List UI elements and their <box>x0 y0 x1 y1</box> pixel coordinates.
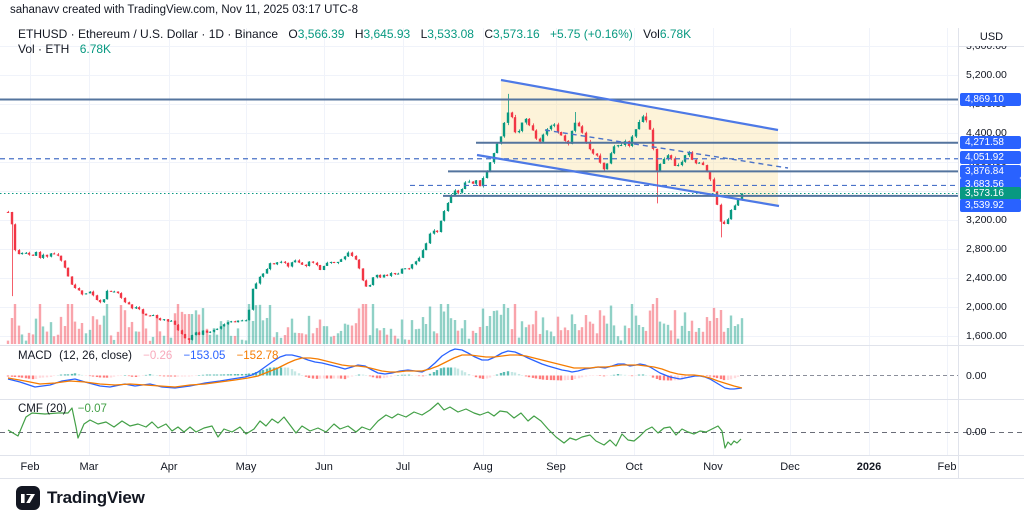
time-axis-label: May <box>235 461 257 473</box>
close-value: 3,573.16 <box>492 27 540 41</box>
volume-label: Vol <box>643 27 660 41</box>
symbol-title[interactable]: ETHUSD · Ethereum / U.S. Dollar · 1D · B… <box>18 27 279 41</box>
price-badge[interactable]: 3,573.16 <box>960 187 1021 200</box>
cmf-value: −0.07 <box>77 403 107 415</box>
time-axis-label: Jun <box>315 461 333 473</box>
price-badge[interactable]: 3,876.84 <box>960 164 1021 178</box>
tradingview-logo-text: TradingView <box>47 488 145 507</box>
currency-label: USD <box>959 28 1024 46</box>
open-value: 3,566.39 <box>297 27 345 41</box>
cmf-legend[interactable]: CMF (20) −0.07 <box>18 403 107 415</box>
indicator-zero-label: 0.00 <box>966 369 987 382</box>
indicator-zero-label: 0.00 <box>966 426 987 438</box>
low-label: L <box>420 27 428 41</box>
time-axis-label: Jul <box>395 461 411 473</box>
macd-params: (12, 26, close) <box>59 350 132 362</box>
watermark: sahanavv created with TradingView.com, N… <box>10 4 358 16</box>
time-axis-label: 2026 <box>856 461 882 473</box>
open-label: O <box>288 27 298 41</box>
time-axis-label: Apr <box>160 461 178 473</box>
price-axis-label: 5,200.00 <box>966 68 1007 81</box>
price-axis-label: 2,400.00 <box>966 272 1007 284</box>
price-badge[interactable]: 4,051.92 <box>960 150 1021 164</box>
price-badge[interactable]: 4,271.58 <box>960 136 1021 149</box>
close-label: C <box>484 27 493 41</box>
change-value: +5.75 (+0.16%) <box>550 27 633 41</box>
time-axis-label: Sep <box>546 461 566 473</box>
tradingview-logo[interactable]: TradingView <box>16 486 145 510</box>
volume-study-label: Vol · ETH <box>18 42 70 56</box>
time-axis-label: Nov <box>703 461 723 473</box>
volume-value: 6.78K <box>659 27 692 41</box>
macd-title[interactable]: MACD <box>18 350 52 362</box>
macd-line-value: −153.05 <box>183 350 226 362</box>
cmf-title[interactable]: CMF (20) <box>18 403 67 415</box>
high-value: 3,645.93 <box>363 27 411 41</box>
tradingview-logo-icon <box>16 486 40 510</box>
macd-signal-value: −152.78 <box>236 350 279 362</box>
time-axis-label: Aug <box>473 461 493 473</box>
price-badge[interactable]: 4,869.10 <box>960 92 1021 106</box>
time-axis-label: Mar <box>79 461 99 473</box>
time-axis-label: Dec <box>780 461 800 473</box>
high-label: H <box>354 27 364 41</box>
time-axis-label: Oct <box>625 461 643 473</box>
low-value: 3,533.08 <box>427 27 474 41</box>
macd-legend[interactable]: MACD (12, 26, close) −0.26 −153.05 −152.… <box>18 350 278 362</box>
price-axis-label: 2,800.00 <box>966 243 1007 255</box>
price-axis-label: 1,600.00 <box>966 330 1007 342</box>
time-axis-label: Feb <box>937 461 957 473</box>
volume-study-value: 6.78K <box>79 42 112 56</box>
time-axis-label: Feb <box>20 461 40 473</box>
price-axis-label: 3,200.00 <box>966 214 1007 226</box>
price-badge[interactable]: 3,539.92 <box>960 199 1021 212</box>
price-axis-label: 2,000.00 <box>966 301 1007 313</box>
symbol-legend[interactable]: ETHUSD · Ethereum / U.S. Dollar · 1D · B… <box>18 27 691 41</box>
volume-legend[interactable]: Vol · ETH 6.78K <box>18 42 111 56</box>
macd-hist-value: −0.26 <box>143 350 173 362</box>
